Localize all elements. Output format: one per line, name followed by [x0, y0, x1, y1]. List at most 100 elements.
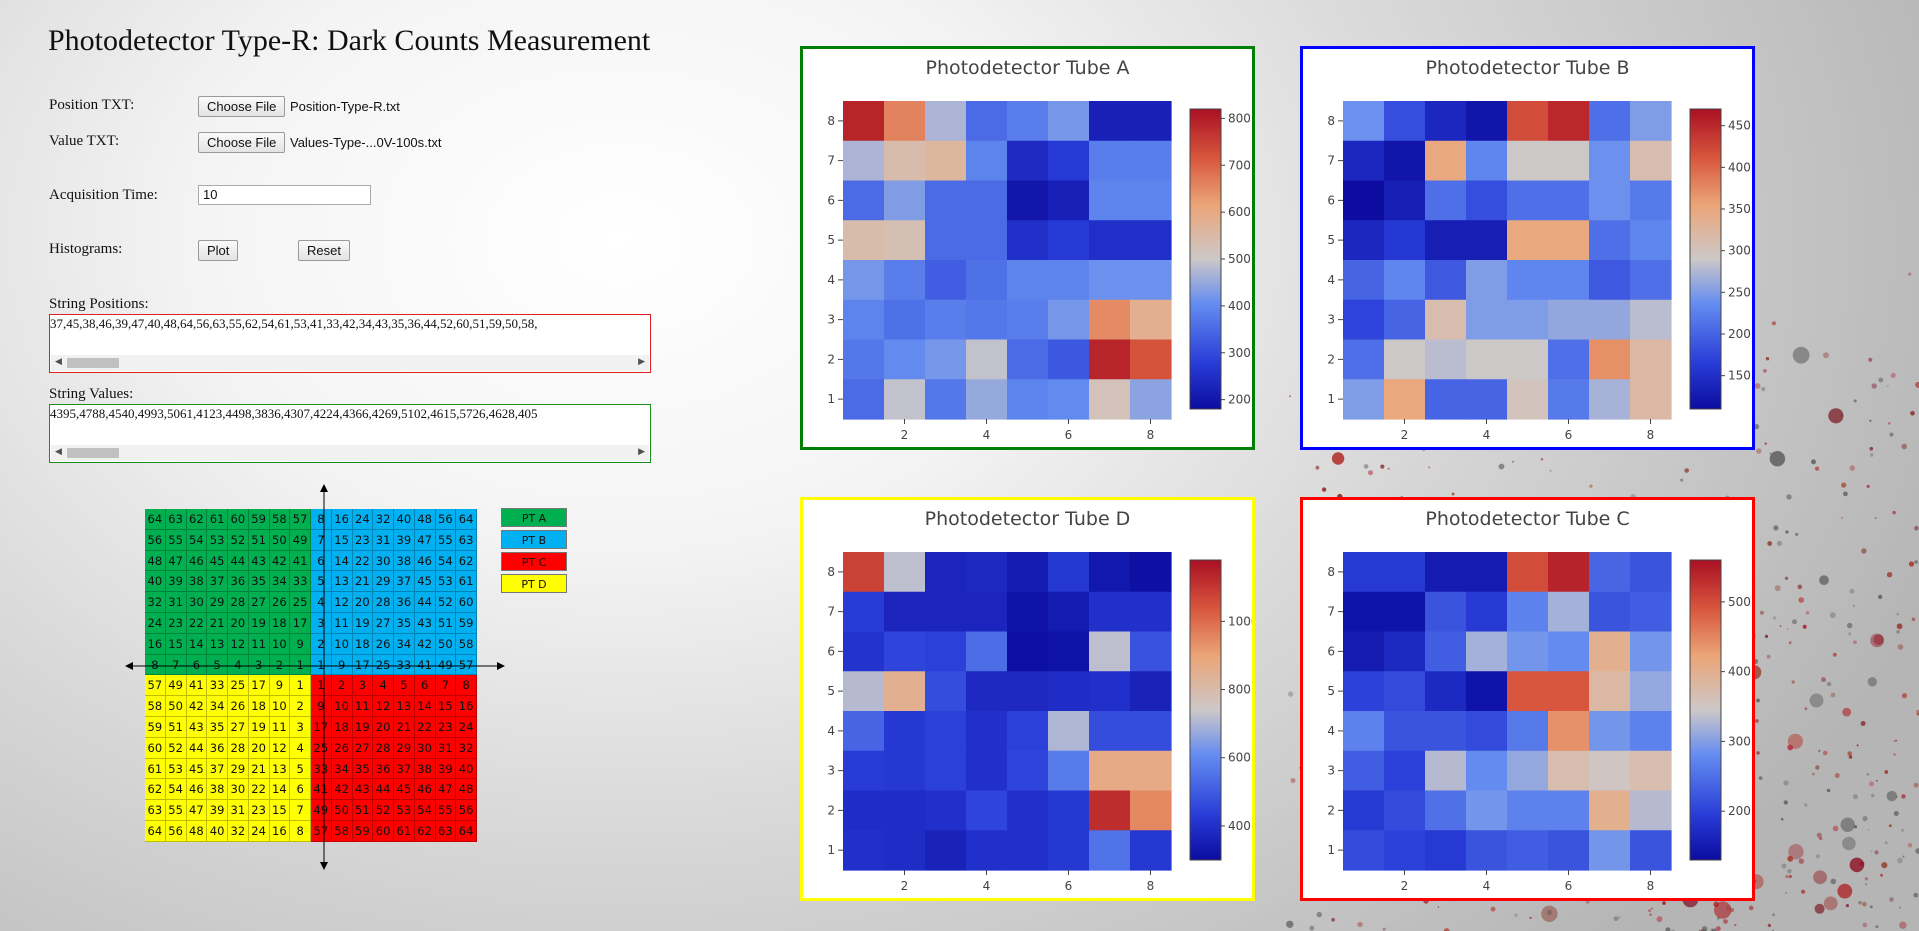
channel-cell: 46	[414, 779, 436, 801]
scroll-right-icon[interactable]: ▶	[638, 357, 645, 367]
position-file-name: Position-Type-R.txt	[290, 99, 400, 114]
heatmap-cell	[1425, 552, 1467, 593]
channel-cell: 9	[290, 633, 311, 655]
channel-cell: 22	[248, 779, 270, 801]
channel-cell: 9	[311, 696, 332, 717]
splatter-dot	[1811, 772, 1815, 776]
channel-cell: 63	[456, 529, 477, 551]
splatter-dot	[1701, 926, 1708, 931]
colorbar-tick-label: 200	[1728, 804, 1751, 818]
chart-title: Photodetector Tube C	[1425, 508, 1630, 530]
channel-cell: 32	[373, 509, 394, 530]
scroll-thumb[interactable]	[67, 358, 119, 368]
heatmap-cell	[1466, 180, 1508, 221]
splatter-dot	[1910, 411, 1915, 416]
position-choose-file-button[interactable]: Choose File	[198, 96, 286, 117]
heatmap-cell	[1589, 711, 1631, 752]
channel-cell: 16	[145, 633, 166, 655]
splatter-dot	[1875, 925, 1879, 929]
heatmap-cell	[1548, 711, 1590, 752]
heatmap-cell	[843, 339, 885, 380]
heatmap-cell	[1048, 750, 1090, 792]
channel-cell: 19	[248, 717, 270, 738]
splatter-dot	[1876, 779, 1878, 782]
heatmap-cell	[1384, 830, 1426, 871]
splatter-dot	[1828, 408, 1844, 424]
channel-cell: 29	[228, 758, 249, 780]
channel-map-axes	[125, 484, 505, 870]
channel-cell: 34	[269, 571, 291, 593]
splatter-dot	[1864, 877, 1868, 881]
channel-cell: 31	[373, 529, 394, 551]
splatter-dot	[1776, 540, 1783, 547]
channel-cell: 27	[373, 613, 394, 634]
splatter-dot	[1869, 781, 1874, 787]
heatmap-cell	[966, 220, 1008, 261]
scroll-thumb[interactable]	[67, 448, 119, 458]
scroll-left-icon[interactable]: ◀	[55, 357, 62, 367]
splatter-dot	[1913, 892, 1919, 898]
splatter-dot	[1868, 357, 1873, 362]
reset-button[interactable]: Reset	[298, 240, 350, 261]
y-tick-label: 8	[827, 565, 835, 579]
splatter-dot	[1853, 605, 1855, 607]
y-tick-label: 7	[827, 154, 835, 168]
channel-cell: 59	[352, 821, 374, 842]
channel-cell: 10	[331, 633, 353, 655]
splatter-dot	[1767, 923, 1772, 928]
channel-cell: 61	[456, 571, 477, 593]
channel-cell: 50	[331, 800, 353, 821]
channel-cell: 22	[414, 717, 436, 738]
channel-cell: 27	[352, 737, 374, 759]
channel-cell: 44	[228, 550, 249, 572]
value-choose-file-button[interactable]: Choose File	[198, 132, 286, 153]
channel-cell: 21	[394, 717, 415, 738]
scroll-right-icon[interactable]: ▶	[638, 447, 645, 457]
heatmap-cell	[1343, 591, 1385, 633]
string-values-scrollbar[interactable]: ◀ ▶	[51, 445, 649, 461]
heatmap-cell	[1343, 180, 1385, 221]
y-tick-label: 2	[827, 352, 835, 366]
heatmap-cell	[1384, 220, 1426, 261]
channel-cell: 34	[207, 696, 228, 717]
channel-cell: 4	[311, 592, 332, 613]
legend-pt-c: PT C	[501, 552, 567, 571]
heatmap-cell	[1048, 671, 1090, 712]
splatter-dot	[1786, 494, 1792, 500]
heatmap-cell	[884, 830, 926, 871]
heatmap-cell	[1630, 750, 1672, 792]
channel-cell: 15	[435, 696, 457, 717]
splatter-dot	[1829, 612, 1836, 618]
y-tick-label: 4	[1327, 724, 1335, 738]
y-tick-label: 1	[1327, 392, 1335, 406]
heatmap-cell	[1130, 260, 1172, 301]
splatter-dot	[1529, 916, 1532, 919]
heatmap-cell	[925, 711, 967, 752]
splatter-dot	[1316, 911, 1323, 918]
channel-cell: 41	[414, 654, 436, 676]
heatmap-cell	[1425, 631, 1467, 672]
heatmap-cell	[1130, 591, 1172, 633]
splatter-dot	[1867, 677, 1878, 687]
plot-button[interactable]: Plot	[198, 240, 239, 261]
splatter-dot	[1874, 850, 1879, 855]
splatter-dot	[1490, 906, 1496, 912]
heatmap-cell	[884, 101, 926, 142]
scroll-left-icon[interactable]: ◀	[55, 447, 62, 457]
string-positions-box[interactable]: 37,45,38,46,39,47,40,48,64,56,63,55,62,5…	[49, 314, 651, 373]
channel-cell: 36	[373, 758, 394, 780]
string-values-box[interactable]: 4395,4788,4540,4993,5061,4123,4498,3836,…	[49, 404, 651, 463]
string-positions-scrollbar[interactable]: ◀ ▶	[51, 355, 649, 371]
heatmap-cell	[1130, 750, 1172, 792]
heatmap-cell	[884, 711, 926, 752]
splatter-dot	[1896, 612, 1899, 616]
splatter-dot	[1784, 576, 1789, 580]
splatter-dot	[1763, 369, 1767, 373]
heatmap-cell	[1343, 140, 1385, 182]
channel-cell: 64	[145, 509, 166, 530]
heatmap-cell	[1130, 379, 1172, 420]
channel-cell: 25	[228, 675, 249, 697]
channel-cell: 6	[311, 550, 332, 572]
y-tick-label: 7	[1327, 605, 1335, 619]
acquisition-time-input[interactable]: 10	[198, 185, 371, 205]
